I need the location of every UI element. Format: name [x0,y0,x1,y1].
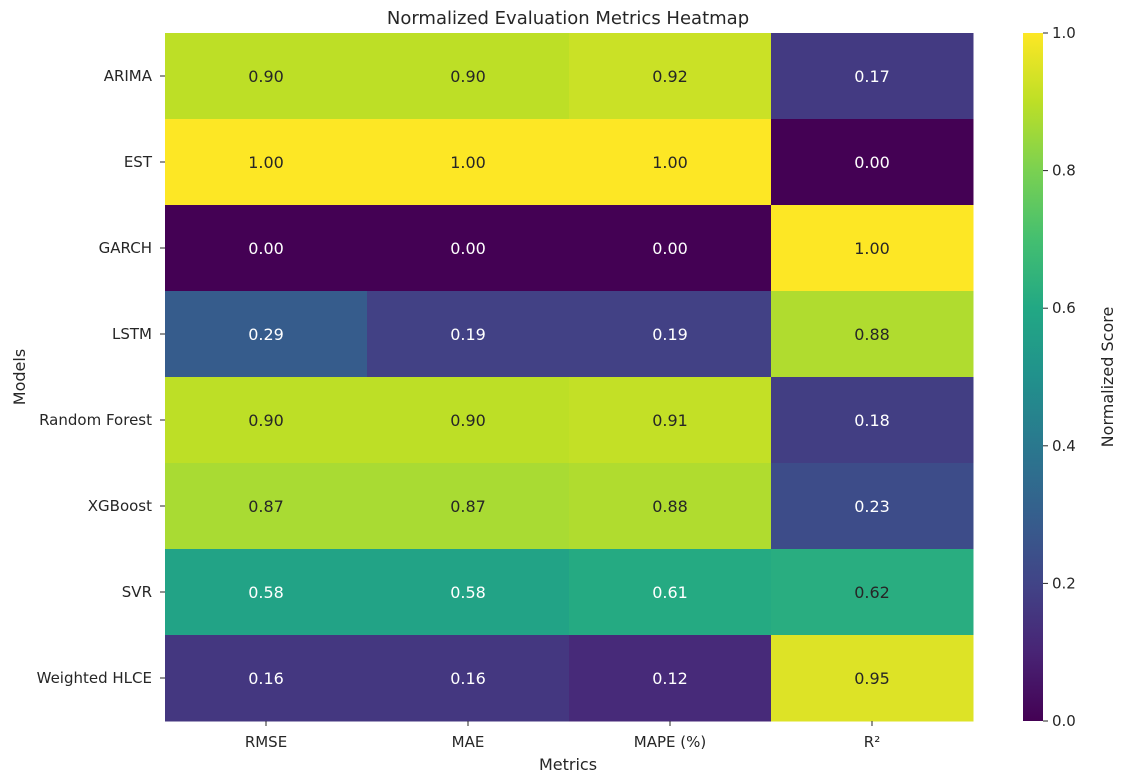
y-tick-label: Weighted HLCE [37,669,152,687]
cell-value-label: 0.00 [652,239,688,258]
heatmap-cell [771,377,974,464]
cell-value-label: 0.29 [248,325,284,344]
x-tick-label: MAPE (%) [634,733,706,751]
colorbar-tick-label: 0.4 [1052,437,1076,455]
cell-value-label: 0.88 [652,497,688,516]
colorbar-tick-label: 0.2 [1052,574,1076,592]
cell-value-label: 0.12 [652,669,688,688]
cell-value-label: 0.90 [248,67,284,86]
heatmap-cell [569,635,772,722]
cell-value-label: 1.00 [248,153,284,172]
cell-value-label: 1.00 [450,153,486,172]
heatmap-cell [367,377,570,464]
y-tick-label: SVR [122,583,152,601]
heatmap-cell [165,291,368,378]
heatmap-cell [569,205,772,292]
heatmap-cell [771,33,974,120]
y-axis-ticks: ARIMA EST GARCH LSTM Random Forest XGBoost SVR… [37,67,165,687]
x-tick-label: MAE [452,733,485,751]
y-tick-label: ARIMA [104,67,153,85]
cell-value-label: 0.19 [652,325,688,344]
colorbar-tick-label: 0.6 [1052,299,1076,317]
cell-value-label: 0.58 [450,583,486,602]
x-axis-label: Metrics [539,755,597,774]
heatmap-cell [165,549,368,636]
heatmap-cell [165,463,368,550]
y-tick-label: Random Forest [39,411,152,429]
heatmap-cell [367,463,570,550]
cell-value-label: 0.90 [248,411,284,430]
cell-value-label: 0.90 [450,67,486,86]
x-tick-label: RMSE [245,733,287,751]
y-tick-label: GARCH [99,239,152,257]
heatmap-cell [165,635,368,722]
heatmap-cell [165,33,368,120]
x-tick-label: R² [864,733,880,751]
heatmap-cell [771,463,974,550]
colorbar-tick-label: 0.0 [1052,712,1076,730]
heatmap-cell [771,635,974,722]
heatmap-cell [367,33,570,120]
heatmap-cell [569,463,772,550]
colorbar-label: Normalized Score [1098,307,1117,448]
heatmap-cell [367,291,570,378]
heatmap-cell [771,291,974,378]
heatmap-cell [367,635,570,722]
cell-value-label: 0.00 [854,153,890,172]
y-tick-label: XGBoost [88,497,152,515]
heatmap-cell [367,119,570,206]
cell-value-label: 0.62 [854,583,890,602]
chart-title: Normalized Evaluation Metrics Heatmap [387,8,749,29]
heatmap-cell [367,549,570,636]
y-tick-label: EST [124,153,153,171]
heatmap-cell [165,377,368,464]
heatmap-cell [569,33,772,120]
cell-value-label: 0.87 [450,497,486,516]
cell-value-label: 0.16 [450,669,486,688]
cell-value-label: 0.23 [854,497,890,516]
cell-value-label: 0.00 [450,239,486,258]
cell-value-label: 0.17 [854,67,890,86]
cell-value-label: 0.61 [652,583,688,602]
colorbar-tick-label: 1.0 [1052,24,1076,42]
heatmap-cell [771,119,974,206]
cell-value-label: 0.18 [854,411,890,430]
heatmap-cell [569,377,772,464]
colorbar [1023,33,1043,721]
heatmap-cell [367,205,570,292]
cell-value-label: 1.00 [854,239,890,258]
cell-value-label: 0.00 [248,239,284,258]
heatmap-cell [771,205,974,292]
y-axis-label: Models [10,349,29,405]
heatmap-cell [569,549,772,636]
heatmap-cell [165,119,368,206]
colorbar-ticks: 0.0 0.2 0.4 0.6 0.8 1.0 [1043,24,1076,730]
heatmap-cell [165,205,368,292]
cell-value-label: 0.90 [450,411,486,430]
x-axis-ticks: RMSE MAE MAPE (%) R² [245,721,880,751]
cell-value-label: 0.87 [248,497,284,516]
heatmap-cell [771,549,974,636]
heatmap-cell [569,119,772,206]
cell-value-label: 0.58 [248,583,284,602]
heatmap-cell [569,291,772,378]
cell-value-label: 0.19 [450,325,486,344]
y-tick-label: LSTM [112,325,152,343]
cell-value-label: 0.91 [652,411,688,430]
cell-value-label: 0.95 [854,669,890,688]
cell-value-label: 0.92 [652,67,688,86]
cell-value-label: 0.16 [248,669,284,688]
heatmap-cells: 0.90 0.90 0.92 0.17 1.00 1.00 1.00 0.00 0.00 0.00… [165,33,974,722]
cell-value-label: 0.88 [854,325,890,344]
cell-value-label: 1.00 [652,153,688,172]
colorbar-tick-label: 0.8 [1052,162,1076,180]
